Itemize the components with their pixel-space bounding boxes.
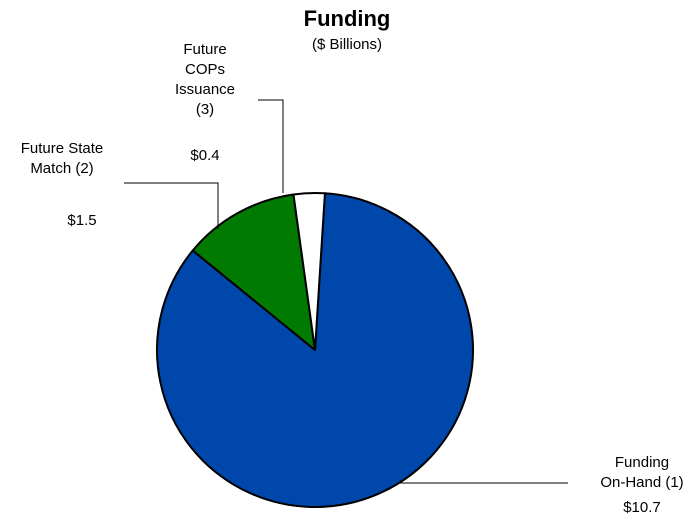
slice-label-1: Future State Match (2) xyxy=(21,140,104,177)
slice-label-line: COPs xyxy=(185,61,225,78)
slice-label-line: Future State xyxy=(21,140,104,157)
leader-line-1 xyxy=(124,182,219,229)
chart-title: Funding xyxy=(304,6,391,31)
slice-label-line: (3) xyxy=(196,101,214,118)
pie-slice-2 xyxy=(292,192,326,351)
leader-line-2 xyxy=(258,99,284,193)
slice-label-line: Future xyxy=(183,41,226,58)
slice-value-label-1: $1.5 xyxy=(67,212,96,229)
chart-subtitle: ($ Billions) xyxy=(312,36,382,53)
slice-label-0: Funding On-Hand (1) xyxy=(600,454,683,491)
slice-value-label-2: $0.4 xyxy=(190,147,219,164)
pie-slice-1 xyxy=(191,193,316,351)
slice-label-line: Issuance xyxy=(175,81,235,98)
pie-slices xyxy=(156,192,474,508)
slice-label-line: Funding xyxy=(615,454,669,471)
slice-value-label-0: $10.7 xyxy=(623,499,661,516)
leader-lines xyxy=(124,99,568,484)
slice-label-2: Future COPs Issuance (3) xyxy=(175,41,235,118)
slice-label-line: On-Hand (1) xyxy=(600,474,683,491)
slice-labels: Funding On-Hand (1) $10.7 Future State Match… xyxy=(21,41,684,516)
slice-label-line: Match (2) xyxy=(30,160,93,177)
